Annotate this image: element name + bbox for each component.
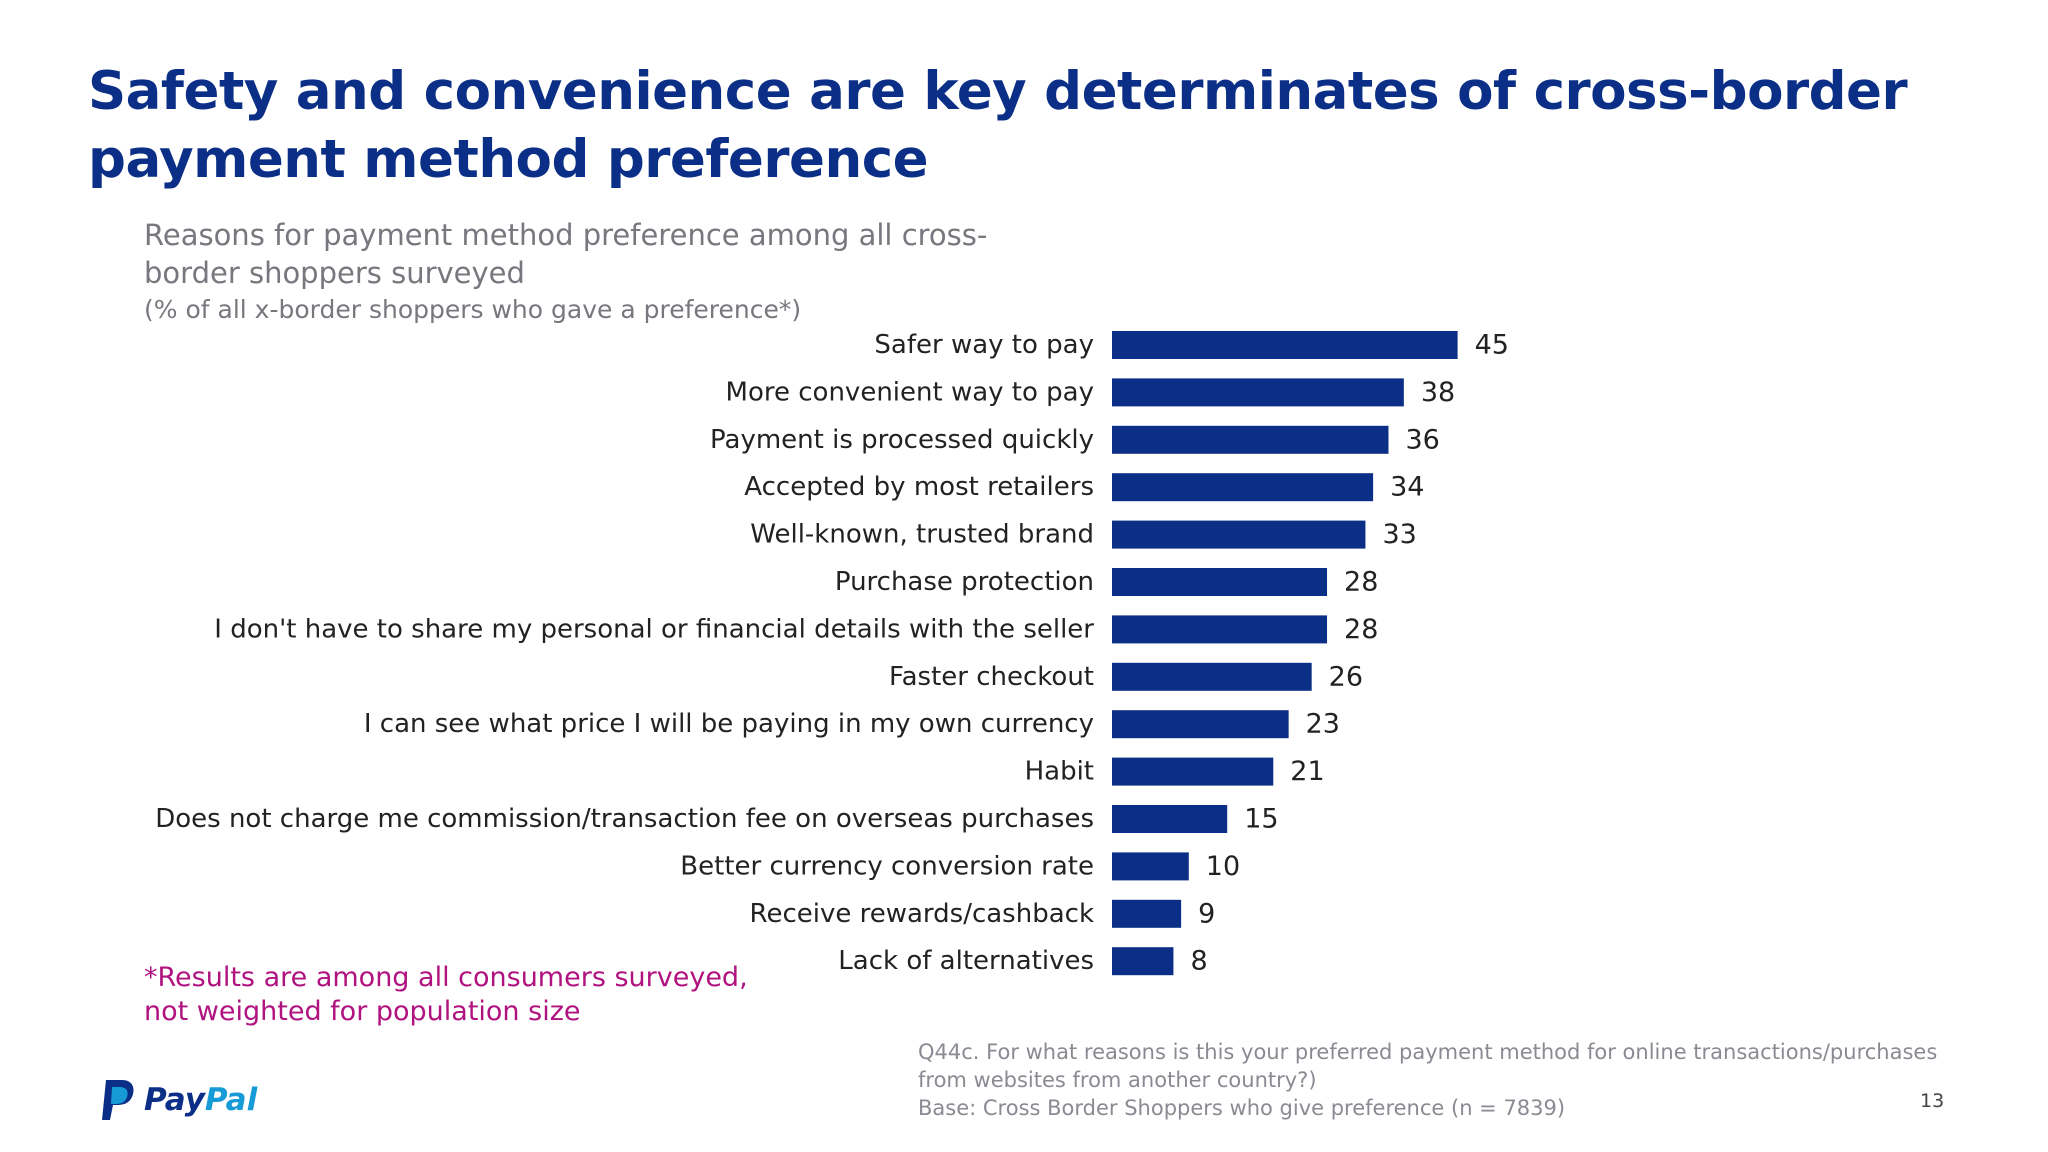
- page-number: 13: [1920, 1090, 1945, 1112]
- category-label: I can see what price I will be paying in…: [364, 709, 1094, 739]
- category-label: Receive rewards/cashback: [750, 899, 1094, 929]
- bar: [1112, 378, 1404, 407]
- data-label: 8: [1190, 946, 1207, 977]
- logo-pal-text: Pal: [204, 1082, 258, 1118]
- logo-pay-text: Pay: [144, 1082, 205, 1118]
- chart-subtitle-note: (% of all x-border shoppers who gave a p…: [144, 295, 802, 324]
- category-label: More convenient way to pay: [726, 377, 1094, 407]
- bar: [1112, 757, 1274, 786]
- data-label: 28: [1344, 567, 1378, 598]
- data-label: 45: [1475, 330, 1509, 361]
- bar: [1112, 662, 1312, 691]
- data-label: 36: [1405, 424, 1439, 455]
- data-label: 28: [1344, 614, 1378, 645]
- category-label: Better currency conversion rate: [680, 851, 1094, 881]
- footnote: *Results are among all consumers surveye…: [144, 962, 748, 1027]
- category-label: Purchase protection: [835, 567, 1094, 597]
- paypal-wordmark: PayPal: [144, 1080, 257, 1120]
- category-label: Payment is processed quickly: [710, 425, 1094, 455]
- data-label: 9: [1198, 898, 1215, 929]
- data-label: 21: [1290, 756, 1324, 787]
- category-label: Does not charge me commission/transactio…: [155, 804, 1094, 834]
- category-label: I don't have to share my personal or fin…: [214, 614, 1094, 644]
- bar: [1112, 473, 1374, 502]
- data-label: 10: [1206, 851, 1240, 882]
- paypal-p-icon: [102, 1080, 134, 1120]
- bar: [1112, 520, 1366, 549]
- bar: [1112, 331, 1458, 359]
- data-label: 26: [1329, 661, 1363, 692]
- slide-title: Safety and convenience are key determina…: [88, 61, 1908, 190]
- data-label: 34: [1390, 472, 1424, 503]
- bar: [1112, 852, 1189, 881]
- bar: [1112, 568, 1328, 596]
- data-label: 33: [1382, 519, 1416, 550]
- category-label: Habit: [1025, 757, 1094, 787]
- category-label: Well-known, trusted brand: [750, 520, 1094, 550]
- category-label: Accepted by most retailers: [744, 472, 1094, 502]
- bar: [1112, 710, 1289, 739]
- bar: [1112, 947, 1174, 976]
- bar: [1112, 899, 1182, 928]
- category-label: Safer way to pay: [874, 330, 1094, 360]
- category-label: Faster checkout: [889, 662, 1094, 692]
- data-label: 38: [1421, 377, 1455, 408]
- data-label: 23: [1306, 709, 1340, 740]
- category-label: Lack of alternatives: [838, 946, 1094, 976]
- chart-header: Reasons for payment method preference am…: [144, 216, 1024, 328]
- data-label: 15: [1244, 804, 1278, 835]
- chart-subtitle: Reasons for payment method preference am…: [144, 218, 988, 290]
- source-question: Q44c. For what reasons is this your pref…: [918, 1040, 1938, 1092]
- bar: [1112, 615, 1328, 644]
- source-note: Q44c. For what reasons is this your pref…: [918, 1038, 1978, 1122]
- bar: [1112, 425, 1389, 454]
- bar: [1112, 805, 1228, 833]
- paypal-logo: PayPal: [100, 1076, 330, 1124]
- source-base: Base: Cross Border Shoppers who give pre…: [918, 1096, 1566, 1120]
